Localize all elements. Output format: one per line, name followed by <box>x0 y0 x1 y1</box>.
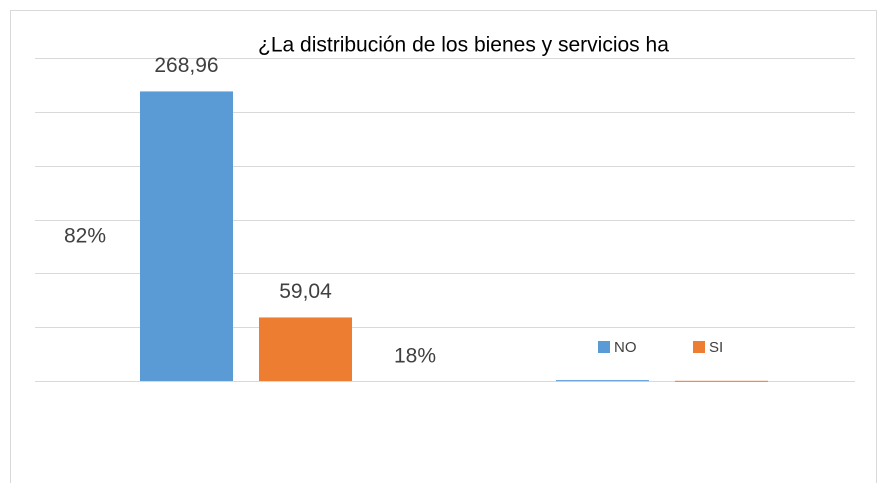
legend-swatch <box>693 341 705 353</box>
bar <box>675 380 768 382</box>
bar <box>140 91 233 381</box>
chart-title: ¿La distribución de los bienes y servici… <box>258 34 669 57</box>
data-label: 268,96 <box>154 54 218 77</box>
bar <box>259 317 352 381</box>
data-label: 82% <box>64 225 106 248</box>
bar <box>556 380 649 382</box>
legend-label: SI <box>709 339 723 356</box>
legend-swatch <box>598 341 610 353</box>
data-label: 18% <box>394 345 436 368</box>
legend-label: NO <box>614 339 637 356</box>
data-label: 59,04 <box>279 280 332 303</box>
